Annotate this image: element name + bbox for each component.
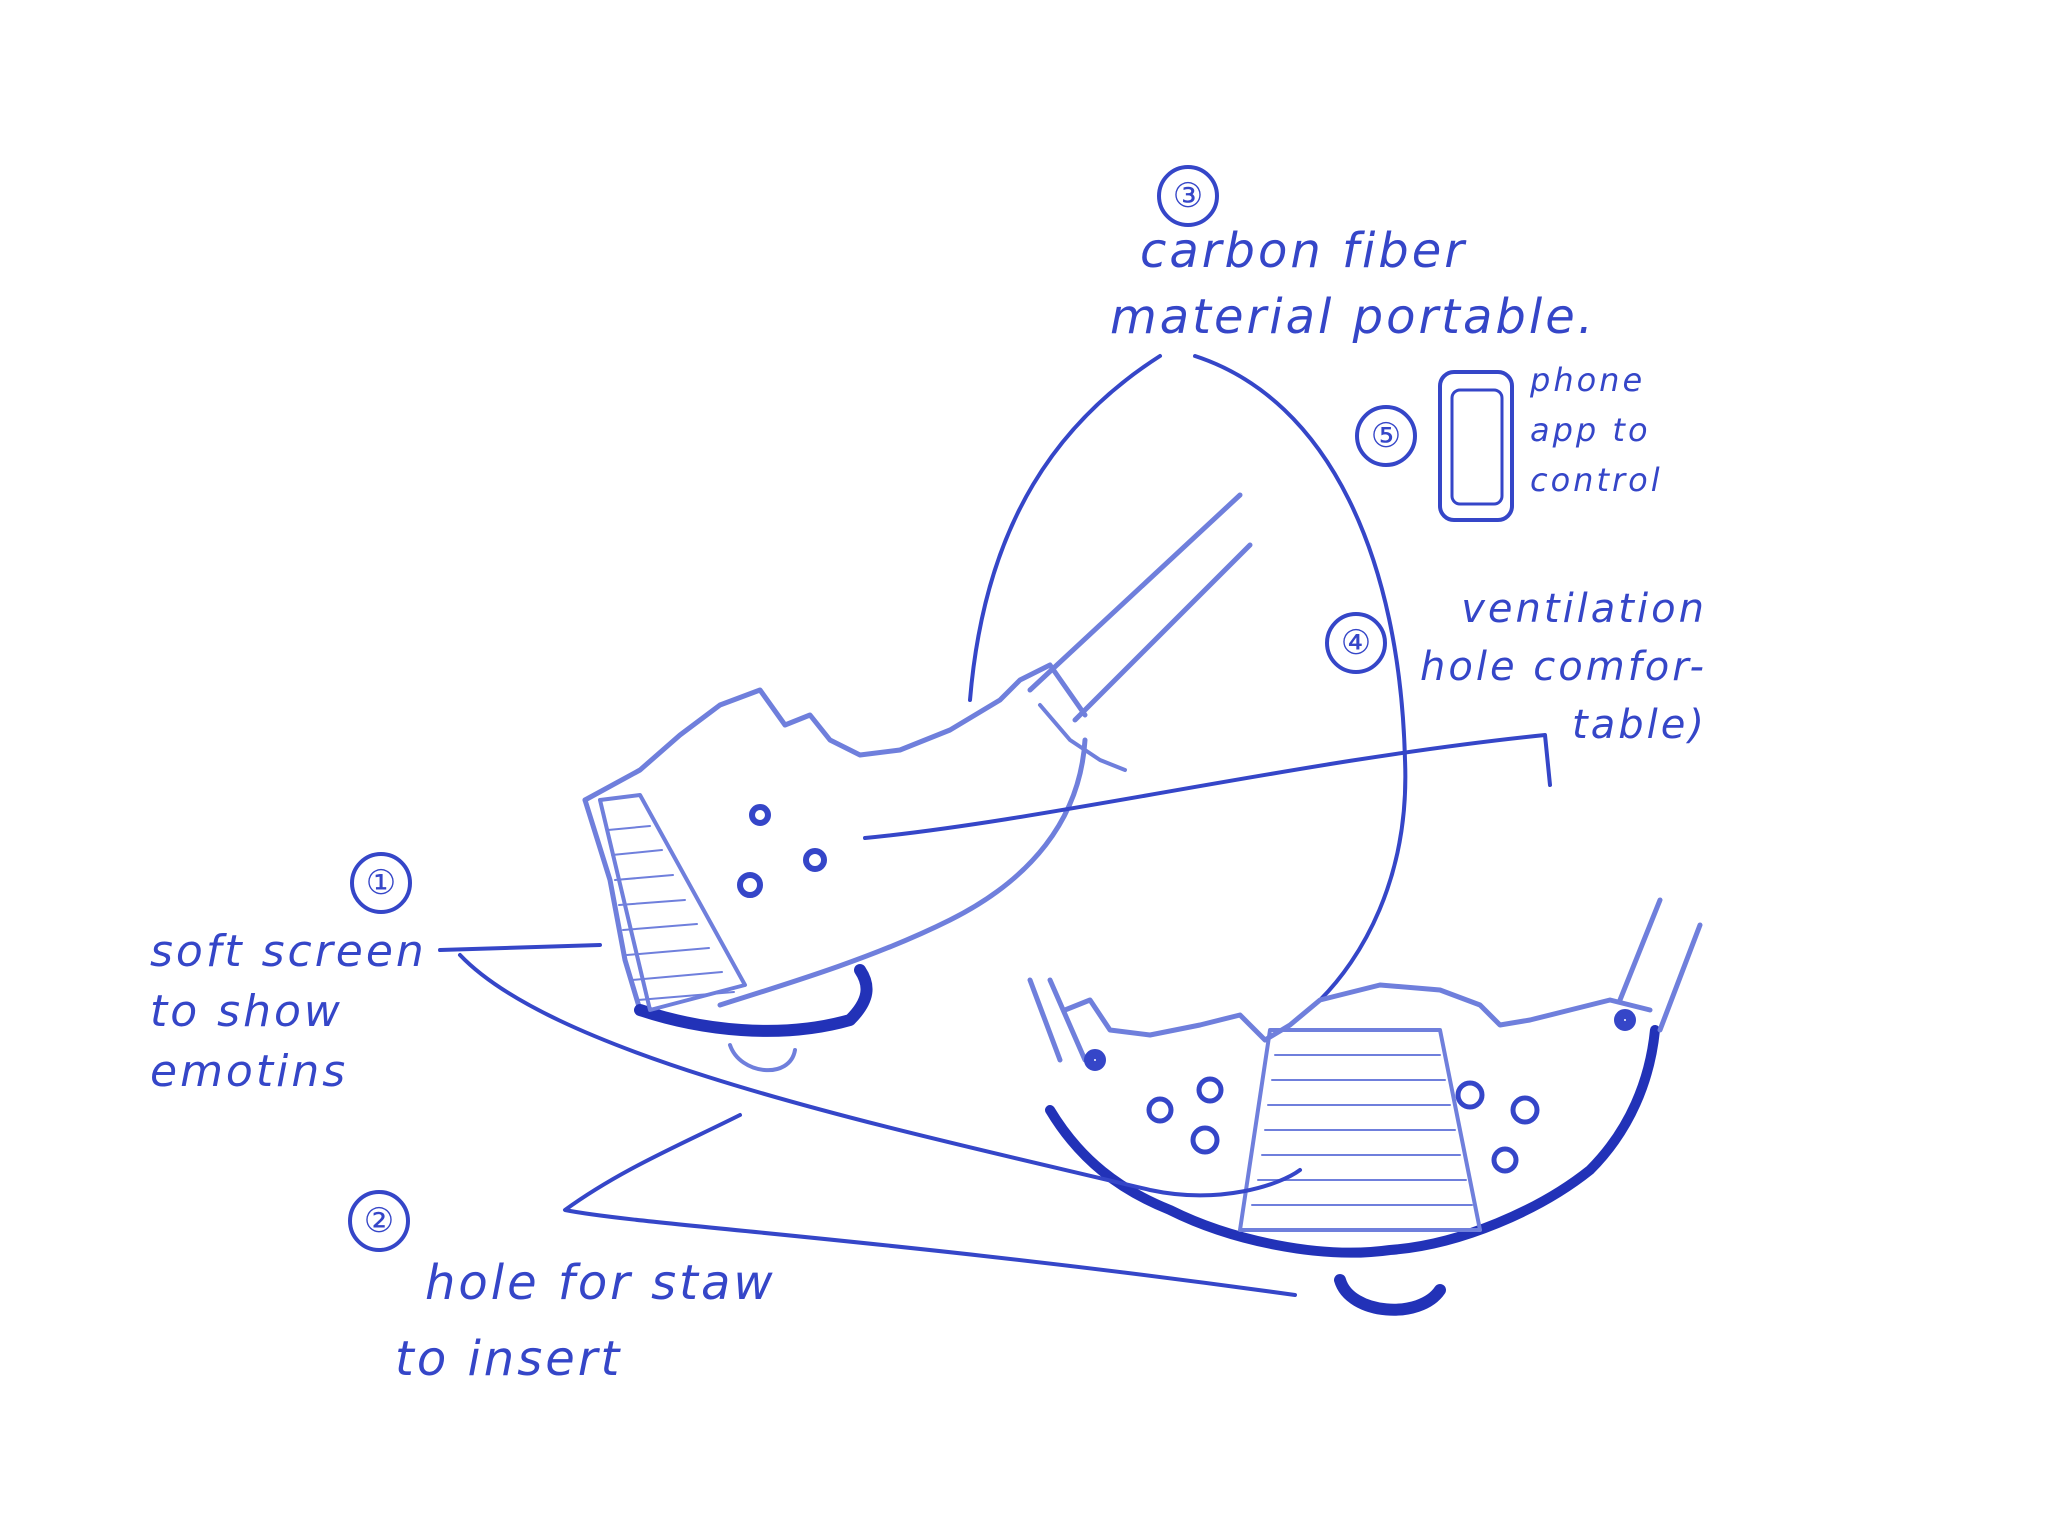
annotation-soft-screen-line-1: soft screen — [150, 926, 427, 977]
annotation-phone-app-line-3: control — [1530, 461, 1663, 499]
annotation-carbon-fiber-line-2: material portable. — [1110, 289, 1596, 345]
annotation-carbon-fiber: carbon fiber material portable. — [1110, 218, 1596, 350]
device-side-view — [582, 492, 1253, 1073]
phone-icon — [1438, 370, 1514, 522]
annotation-straw-hole: hole for staw to insert — [395, 1245, 776, 1397]
annotation-number-3: ③ — [1157, 165, 1219, 227]
annotation-number-4: ④ — [1325, 612, 1387, 674]
head-band-right — [1193, 354, 1408, 1002]
annotation-number-2: ② — [348, 1190, 410, 1252]
front-screen-stripes — [1251, 1054, 1473, 1206]
annotation-carbon-fiber-line-1: carbon fiber — [1140, 223, 1468, 279]
leader-screen-bottom — [458, 953, 1302, 1198]
annotation-straw-hole-line-1: hole for staw — [425, 1255, 776, 1311]
annotation-phone-app-line-2: app to — [1530, 411, 1651, 449]
annotation-straw-hole-line-2: to insert — [395, 1331, 623, 1387]
annotation-phone-app: phone app to control — [1530, 355, 1663, 505]
annotation-number-1: ① — [350, 852, 412, 914]
annotation-phone-app-line-1: phone — [1530, 361, 1646, 399]
annotation-soft-screen-line-2: to show — [150, 986, 343, 1037]
screen-stripes — [607, 825, 735, 1001]
annotation-soft-screen: soft screen to show emotins — [150, 922, 427, 1102]
annotation-number-5: ⑤ — [1355, 405, 1417, 467]
annotation-ventilation-line-1: ventilation — [1461, 586, 1707, 632]
annotation-ventilation: ventilation hole comfor- table) — [1420, 580, 1707, 754]
annotation-ventilation-line-2: hole comfor- — [1420, 644, 1707, 690]
leader-screen-top — [438, 943, 602, 952]
leader-straw — [563, 1113, 1297, 1297]
head-band-left — [968, 354, 1162, 702]
leader-ventilation — [863, 733, 1552, 840]
annotation-soft-screen-line-3: emotins — [150, 1046, 349, 1097]
device-front-view — [1027, 897, 1703, 1316]
annotation-ventilation-line-3: table) — [1572, 702, 1707, 748]
